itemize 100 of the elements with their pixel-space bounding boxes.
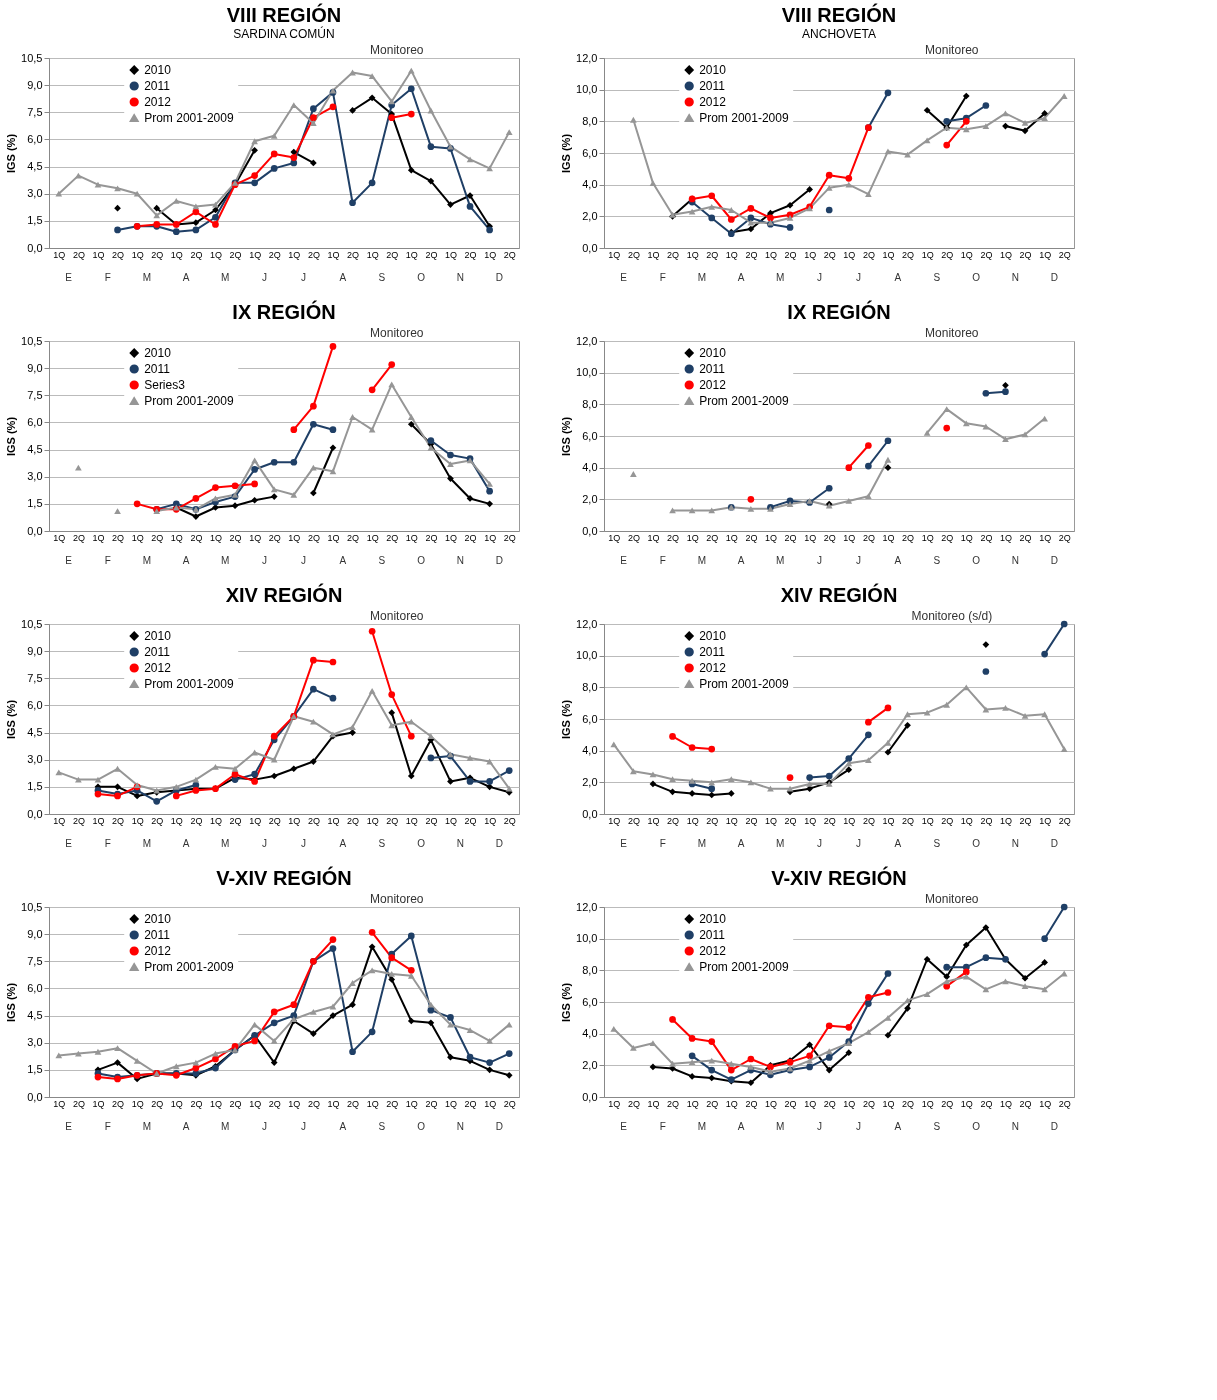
x-tick-label: 2Q [151, 815, 164, 826]
x-tick-label: 2Q [902, 249, 915, 260]
x-tick-label: 1Q [249, 249, 262, 260]
x-tick-label: 1Q [405, 815, 418, 826]
x-tick-label: 2Q [706, 815, 719, 826]
text: A [182, 838, 190, 849]
x-tick-label: 2Q [706, 249, 719, 260]
y-tick-label: 3,0 [27, 470, 43, 483]
text: A [339, 555, 347, 566]
x-tick-label: 1Q [444, 815, 457, 826]
x-tick-label: 1Q [484, 532, 497, 543]
y-tick-label: 4,5 [27, 1009, 43, 1022]
y-tick-label: 1,5 [27, 1063, 43, 1076]
x-tick-label: 1Q [92, 815, 105, 826]
x-tick-label: 1Q [327, 815, 340, 826]
x-tick-label: 2Q [151, 532, 164, 543]
x-tick-label: 1Q [843, 532, 856, 543]
text: J [301, 1121, 307, 1132]
y-tick-label: 9,0 [27, 644, 43, 657]
legend-label: 2011 [144, 362, 171, 376]
x-tick-label: 1Q [170, 532, 183, 543]
y-tick-label: 0,0 [27, 807, 43, 820]
x-tick-label: 2Q [706, 532, 719, 543]
text: J [816, 555, 822, 566]
x-tick-label: 2Q [229, 249, 242, 260]
y-tick-label: 8,0 [582, 114, 598, 127]
chart-title: VIII REGIÓN [781, 3, 897, 26]
x-tick-label: 2Q [347, 249, 360, 260]
y-tick-label: 6,0 [582, 429, 598, 442]
x-tick-label: 2Q [1019, 815, 1032, 826]
x-tick-label: 1Q [209, 815, 222, 826]
y-tick-label: 10,0 [576, 932, 598, 945]
text: J [856, 272, 862, 283]
x-tick-label: 2Q [823, 532, 836, 543]
text: O [972, 838, 981, 849]
x-tick-label: 2Q [980, 815, 993, 826]
x-tick-label: 2Q [307, 815, 320, 826]
text: A [737, 838, 745, 849]
legend-label: Prom 2001-2009 [699, 677, 789, 691]
x-tick-label: 2Q [190, 1098, 203, 1109]
x-tick-label: 2Q [112, 249, 125, 260]
x-tick-label: 1Q [405, 532, 418, 543]
x-tick-label: 1Q [921, 249, 934, 260]
chart-title: V-XIV REGIÓN [216, 866, 352, 889]
y-tick-label: 1,5 [27, 214, 43, 227]
text: N [1011, 555, 1019, 566]
x-tick-label: 1Q [249, 1098, 262, 1109]
text: D [1050, 555, 1059, 566]
legend-label: Series3 [144, 378, 186, 392]
x-tick-label: 1Q [764, 815, 777, 826]
y-tick-label: 10,5 [21, 900, 43, 913]
y-tick-label: 4,0 [582, 178, 598, 191]
legend-label: Prom 2001-2009 [144, 960, 234, 974]
x-tick-label: 1Q [288, 815, 301, 826]
x-tick-label: 2Q [784, 249, 797, 260]
y-tick-label: 2,0 [582, 1058, 598, 1071]
y-axis-title: IGS (%) [560, 416, 573, 457]
legend-label: 2010 [144, 346, 172, 360]
x-tick-label: 2Q [627, 1098, 640, 1109]
x-tick-label: 2Q [503, 249, 516, 260]
text: O [417, 272, 426, 283]
text: A [894, 555, 902, 566]
y-tick-label: 12,0 [576, 617, 598, 630]
x-tick-label: 1Q [843, 249, 856, 260]
x-tick-label: 2Q [307, 249, 320, 260]
x-tick-label: 1Q [921, 1098, 934, 1109]
legend-label: 2010 [699, 346, 727, 360]
x-tick-label: 1Q [960, 532, 973, 543]
x-tick-label: 1Q [131, 249, 144, 260]
text: A [182, 1121, 190, 1132]
text: A [182, 272, 190, 283]
legend-label: 2011 [699, 928, 726, 942]
x-tick-label: 2Q [627, 249, 640, 260]
x-tick-label: 1Q [249, 532, 262, 543]
text: J [856, 555, 862, 566]
text: E [620, 1121, 628, 1132]
y-tick-label: 6,0 [27, 981, 43, 994]
text: S [933, 555, 941, 566]
x-tick-label: 1Q [170, 249, 183, 260]
y-tick-label: 0,0 [27, 241, 43, 254]
y-tick-label: 6,0 [582, 146, 598, 159]
legend-label: Prom 2001-2009 [144, 677, 234, 691]
x-tick-label: 1Q [882, 815, 895, 826]
legend-label: 2012 [699, 378, 727, 392]
text: E [65, 272, 73, 283]
text: J [261, 555, 267, 566]
x-tick-label: 1Q [999, 815, 1012, 826]
y-tick-label: 0,0 [27, 1090, 43, 1103]
chart-subtitle: SARDINA COMÚN [233, 26, 335, 41]
text: N [456, 272, 464, 283]
x-tick-label: 1Q [1039, 532, 1052, 543]
x-tick-label: 2Q [503, 815, 516, 826]
text: M [142, 555, 152, 566]
x-tick-label: 1Q [882, 1098, 895, 1109]
x-tick-label: 1Q [53, 815, 66, 826]
y-tick-label: 10,5 [21, 51, 43, 64]
y-tick-label: 6,0 [27, 415, 43, 428]
x-tick-label: 1Q [92, 532, 105, 543]
x-tick-label: 1Q [405, 249, 418, 260]
legend-label: 2012 [699, 944, 727, 958]
